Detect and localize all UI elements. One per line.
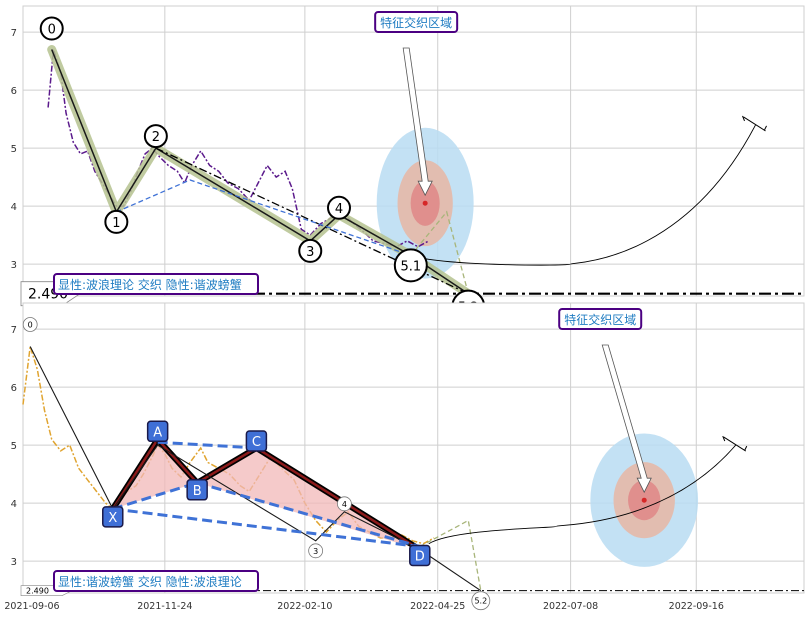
y-tick-label: 6 [11,86,17,97]
harmonic-point-box [409,544,431,567]
harmonic-point-box [102,506,124,528]
arc-end-tick [722,435,726,442]
target-zone-center [641,497,647,503]
target-zone-center [422,200,428,206]
wave-label: 3 [313,547,318,556]
wave-label: 5.2 [474,597,487,606]
x-tick-label: 2021-11-24 [137,601,192,612]
wave-label: 4 [342,500,347,509]
harmonic-dashed-line [196,481,421,549]
projection-arc [428,444,737,545]
wave-label: 0 [48,23,56,38]
wave-label: 1 [112,216,120,231]
projection-arc [410,124,756,266]
wave-label-circle [471,591,491,611]
arc-end-tick [764,125,767,131]
trend-lower-line [116,179,412,257]
projection-line [410,210,469,294]
harmonic-leg [255,446,422,551]
y-tick-label: 3 [11,260,17,271]
y-tick-label: 5 [11,144,17,155]
y-tick-label: 6 [11,383,17,394]
y-tick-label: 5 [11,441,17,452]
harmonic-leg [195,446,258,485]
trend-upper-line [155,147,469,295]
y-tick-label: 3 [11,557,17,568]
harmonic-point-label: A [153,425,162,440]
harmonic-point-label: C [252,435,261,450]
bottom-panel: 3 4 5 6 7 特征交织区域 2.490 显性:谐波螃蟹 交织 隐性:波浪理论 0 3 4 5.2… [11,302,805,611]
harmonic-point-box [245,430,268,452]
wave-label-circle [336,496,352,512]
harmonic-leg [111,438,159,511]
footer-label-box [53,570,259,592]
target-label-box [374,11,459,33]
harmonic-point-label: X [108,511,117,526]
wave-label-circle [22,317,38,332]
wave-label: 3 [306,245,314,260]
arc-end-cap [723,436,747,452]
arc-end-tick [742,115,745,122]
x-tick-label: 2022-02-10 [277,601,332,612]
x-axis: 2021-09-06 2021-11-24 2022-02-10 2022-04-25… [4,601,723,612]
x-tick-label: 2022-07-08 [543,601,598,612]
harmonic-point-label: B [193,484,202,499]
x-tick-label: 2021-09-06 [4,601,59,612]
target-label: 特征交织区域 [380,15,452,30]
wave-label: 4 [335,202,343,217]
y-tick-label: 7 [11,325,17,336]
target-label-box [558,308,643,330]
target-arrow [601,344,652,494]
footer-label: 显性:谐波螃蟹 交织 隐性:波浪理论 [58,574,242,589]
y-tick-label: 4 [11,202,17,213]
wave-label: 0 [28,321,33,330]
y-tick-label: 4 [11,499,17,510]
wave-label-circle [326,195,351,220]
wave-label: 2 [152,130,160,145]
harmonic-point-label: D [415,550,425,565]
footer-label: 显性:波浪理论 交织 隐性:谐波螃蟹 [58,277,242,292]
x-tick-label: 2022-04-25 [410,601,465,612]
x-tick-label: 2022-09-16 [669,601,724,612]
target-label: 特征交织区域 [564,312,636,327]
wave-label-circle [393,248,428,283]
projection-line [419,519,482,591]
harmonic-dashed-line [157,440,257,450]
harmonic-point-box [186,479,208,501]
harmonic-triangle-bcd [197,448,420,550]
wave-label-circle [39,16,64,41]
harmonic-point-box [146,420,169,443]
harmonic-leg [156,438,199,485]
wave-label-circle [143,124,168,149]
wave-label: 5.1 [400,259,421,274]
target-arrow [402,47,433,197]
footer-label-box [53,273,259,295]
harmonic-dashed-line [112,507,420,549]
hline-value: 2.490 [26,587,49,596]
wave-label-circle [298,238,323,263]
wave-label-circle [308,543,324,559]
arc-end-tick [744,445,748,451]
y-tick-label: 7 [11,28,17,39]
arc-end-cap [743,116,766,132]
wave-label-circle [104,209,129,234]
harmonic-triangle-xab [112,439,198,509]
